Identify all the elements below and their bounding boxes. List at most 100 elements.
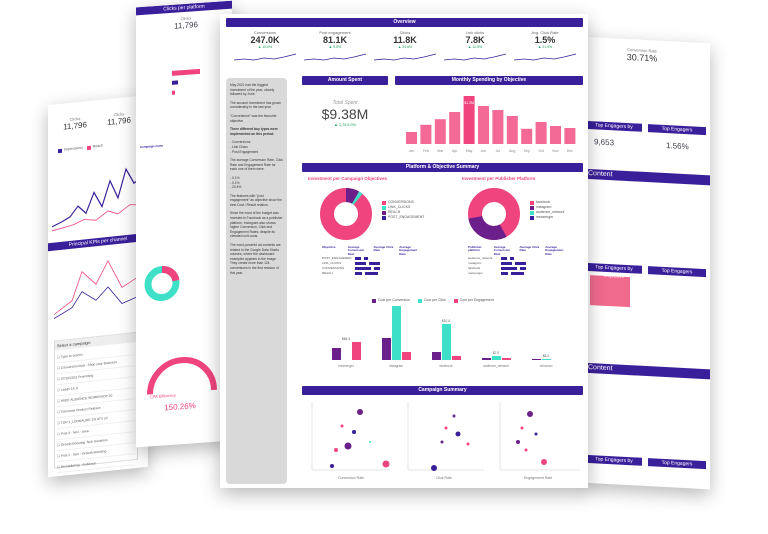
- campaign-dropdown[interactable]: Select a campaign: ☐ Type to search ☐ Con…: [54, 331, 138, 474]
- cost-bar-category: audience_network: [483, 364, 509, 368]
- cost-bar-value: $69.3: [342, 337, 350, 341]
- insight-rates: - 0.1% - 0.1% - 20.4%: [230, 175, 242, 190]
- campaign-table: Campaign name: [140, 139, 228, 150]
- kpi-card-right: Clicks 11,796: [100, 110, 138, 128]
- legend-item: instagram: [530, 205, 564, 210]
- table-row: Instagram: [468, 261, 568, 266]
- back-right-report-page: Conversion Rate 30.71% Top Engagers by O…: [582, 36, 710, 490]
- month-bar: [492, 110, 504, 144]
- kpi-delta: ▲ 12.5%: [467, 45, 483, 49]
- cost-legend-item: Cost per Conversion: [372, 298, 410, 303]
- kpi-value: 7.8K: [465, 35, 485, 45]
- cost-bar: [352, 342, 361, 360]
- content-header-2: Content: [582, 362, 710, 380]
- gauge-label: CPA Efficiency: [150, 392, 176, 400]
- cost-bar-category: unknown: [540, 364, 553, 368]
- cost-bar-value: $10.4: [442, 319, 450, 323]
- month-value-label: $1.2M: [464, 101, 474, 105]
- monthly-spending-title: Monthly Spending by Objective: [395, 76, 583, 85]
- kpi-delta: ▲ 10.0%: [257, 45, 273, 49]
- kpi-delta: ▲ 9.5%: [328, 45, 342, 49]
- insight-p3: "Conversions" was the favourite objectiv…: [230, 113, 277, 123]
- kpi-sparkline: [443, 53, 507, 61]
- overview-title: Overview: [226, 18, 583, 27]
- engagers-header-1: Top Engagers by Objective: [586, 120, 642, 138]
- month-bar: [406, 132, 417, 144]
- kpi-label: Conversions: [253, 30, 277, 35]
- month-bar: [420, 124, 432, 144]
- objectives-table: Objective Average Conversion Rate Average …: [322, 245, 422, 276]
- legend-item: audience_network: [530, 210, 564, 215]
- table-row: audience_network: [468, 256, 568, 261]
- month-label: Jul: [496, 149, 501, 153]
- engagers-header-5: Top Engagers by Objective: [586, 454, 642, 472]
- month-label: Sep: [524, 149, 530, 153]
- donut-chart: [144, 265, 180, 302]
- total-spent-label: Total Spent: [332, 100, 358, 106]
- overview-kpi: Conversions 247.0K ▲ 10.0%: [232, 30, 298, 67]
- insights-sidebar: May 2021 had the biggest investment of t…: [226, 78, 287, 484]
- month-label: Aug: [509, 149, 515, 153]
- overview-kpi: Link clicks 7.8K ▲ 12.5%: [442, 30, 508, 67]
- amount-spent-card: Total Spent $9.38M ▲ 2,313.0%: [302, 100, 388, 127]
- engagers-header-4: Top Engagers (Engagement vs Objective): [648, 266, 706, 291]
- scatter-x-label-2: Click Rate: [436, 476, 452, 480]
- table-header-row: Objective Average Conversion Rate Average …: [322, 245, 418, 256]
- overview-kpi: Clicks 11.8K ▲ 24.6%: [372, 30, 438, 67]
- campaign-list: ☐ Type to search ☐ Conversion lead - Shop…: [55, 342, 137, 476]
- month-label: Apr: [452, 149, 458, 153]
- cost-bar: [332, 348, 341, 360]
- kpi-card-left: Clicks 11,796: [56, 114, 94, 132]
- cost-bar: [492, 356, 501, 360]
- engagers-header-3: Top Engagers by Objective: [586, 262, 642, 280]
- cost-bar-value: $7.0: [493, 351, 499, 355]
- cost-bar: [392, 306, 401, 360]
- month-label: Dec: [567, 149, 573, 153]
- scatter-x-label-1: Conversion Rate: [338, 476, 365, 480]
- cost-bar-value: $6.2: [543, 354, 549, 358]
- cost-bar-category: facebook: [440, 364, 453, 368]
- month-bar: [449, 112, 461, 144]
- insight-p2: The account investment has grown conside…: [230, 100, 282, 110]
- engagers-header-2: Top Engagers (Engagement vs Objective): [648, 124, 706, 149]
- cost-bar: [532, 359, 541, 360]
- month-bar: [564, 128, 576, 144]
- monthly-spending-chart: Jan Feb Mar Apr May $1.2M Jun Jul Aug Sep Oct Nov De…: [406, 96, 576, 153]
- kpi-value: 11,796: [174, 20, 198, 31]
- objectives-donut: [320, 188, 372, 240]
- amount-spent-title: Amount Spent: [302, 76, 388, 85]
- kpi-sparkline: [373, 53, 437, 61]
- campaign-summary-title: Campaign Summary: [302, 386, 583, 395]
- table-row: LINK_CLICKS: [322, 261, 422, 266]
- kpi-sparkline: [233, 53, 297, 61]
- cost-bar: [502, 358, 511, 360]
- table-row: facebook: [468, 266, 568, 271]
- cost-legend: Cost per Conversion Cost per Click Cost pe…: [372, 298, 494, 303]
- cost-bar: [452, 356, 461, 360]
- back-left-report-page: Clicks 11,796 Clicks 11,796 Impressions …: [48, 94, 148, 478]
- kpi-label: Avg. Click Rate: [531, 30, 559, 35]
- publisher-legend: facebook instagram audience_network messeng…: [530, 200, 564, 220]
- insight-p8: The most powerful ad contents are relate…: [230, 243, 281, 275]
- total-spent-value: $9.38M: [321, 106, 369, 122]
- cost-bar: [482, 358, 491, 360]
- insight-p5: The average Conversion Rate, Click Rate …: [230, 158, 283, 172]
- gauge-value: 150.26%: [164, 401, 196, 413]
- bar-chart-area: [144, 59, 228, 125]
- impressions-line-chart: [52, 167, 144, 232]
- cost-bar-category: instagram: [389, 364, 403, 368]
- month-bar: [550, 126, 561, 144]
- table-header: Campaign name: [140, 143, 164, 150]
- kpi-label: Post engagement: [319, 30, 351, 35]
- month-bar: [521, 128, 533, 144]
- kpi-value: 1.5%: [534, 35, 556, 45]
- month-label: Nov: [552, 149, 558, 153]
- publisher-donut: [468, 188, 520, 240]
- platform-summary-title: Platform & Objective Summary: [302, 163, 583, 172]
- legend-item: LINK_CLICKS: [382, 205, 424, 210]
- content-header: Content: [582, 168, 710, 186]
- table-row: messenger: [468, 271, 568, 276]
- kpi-label: Link clicks: [465, 30, 485, 35]
- legend-item: REACH: [382, 210, 424, 215]
- legend-item: messenger: [530, 215, 564, 220]
